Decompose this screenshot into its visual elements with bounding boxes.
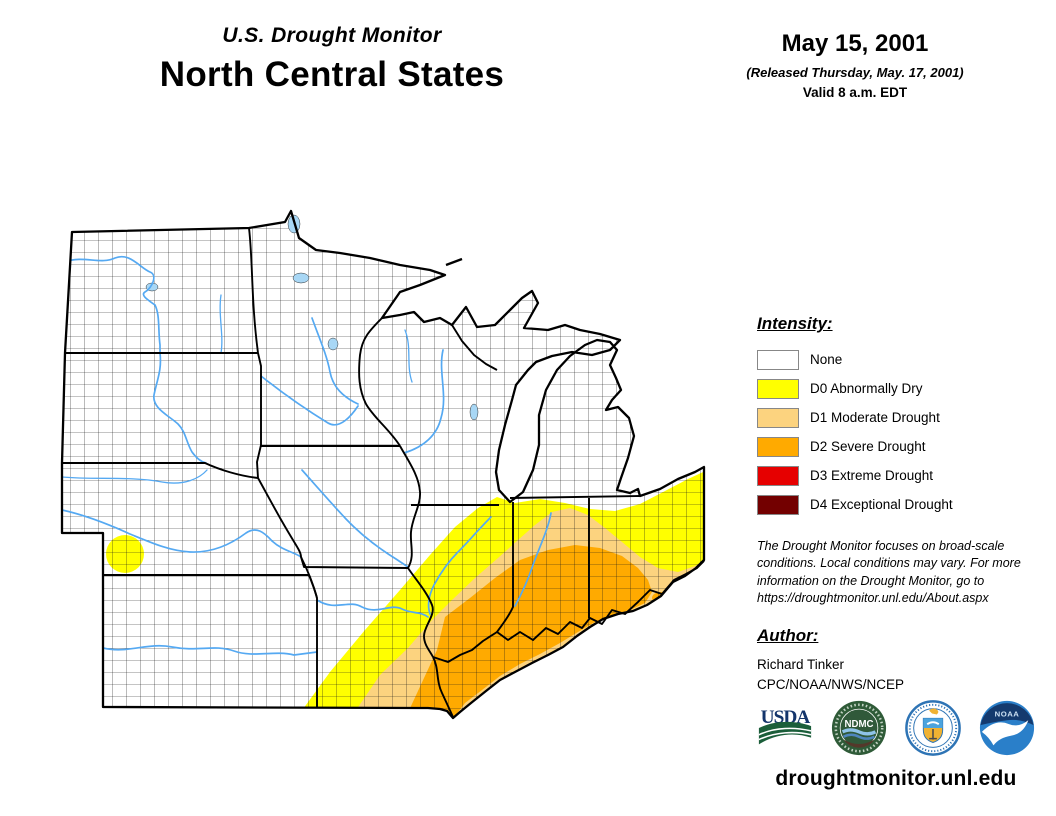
valid-time: Valid 8 a.m. EDT [802, 85, 908, 100]
legend-row-d4: D4 Exceptional Drought [757, 490, 953, 519]
report-supertitle: U.S. Drought Monitor [222, 24, 442, 47]
missouri-river-mo [316, 599, 429, 618]
legend-swatch-none [757, 349, 799, 370]
legend-label: D2 Severe Drought [810, 439, 926, 454]
noaa-logo-text: NOAA [995, 709, 1020, 718]
platte-river [62, 509, 302, 558]
legend-row-d3: D3 Extreme Drought [757, 461, 953, 490]
legend-swatch-d0 [757, 378, 799, 399]
agency-logos: USDA NDMC NOAA [756, 699, 1036, 757]
legend-heading: Intensity: [757, 314, 833, 333]
usda-logo: USDA [758, 707, 811, 745]
intensity-legend: Intensity: None D0 Abnormally Dry D1 Mod… [757, 314, 953, 519]
state-borders [62, 227, 705, 718]
author-heading: Author: [757, 626, 819, 645]
des-moines-river [301, 469, 409, 568]
minnesota-river [260, 375, 359, 426]
wabash-river [514, 512, 552, 607]
missouri-river [63, 255, 207, 464]
niobrara-river [62, 469, 208, 484]
legend-row-d0: D0 Abnormally Dry [757, 374, 953, 403]
author-block: Author: Richard Tinker CPC/NOAA/NWS/NCEP [757, 626, 904, 692]
legend-row-none: None [757, 345, 953, 374]
ndmc-logo: NDMC [831, 700, 887, 756]
map-date: May 15, 2001 [781, 30, 929, 57]
disclaimer-note: The Drought Monitor focuses on broad-sca… [757, 539, 1021, 605]
chippewa-river [404, 329, 413, 383]
isle-royale [445, 257, 463, 267]
wisconsin-river [403, 349, 445, 454]
page-title: North Central States [159, 55, 505, 94]
legend-label: D1 Moderate Drought [810, 410, 940, 425]
title-block: U.S. Drought Monitor North Central State… [58, 24, 606, 95]
commerce-seal-logo [905, 700, 961, 756]
kansas-river [102, 644, 318, 656]
noaa-logo: NOAA [979, 700, 1035, 756]
legend-label: None [810, 352, 843, 367]
rivers [62, 255, 552, 656]
mississippi-river-mn [311, 317, 359, 405]
released-date: (Released Thursday, May. 17, 2001) [746, 65, 964, 80]
legend-swatch-d3 [757, 465, 799, 486]
legend-row-d1: D1 Moderate Drought [757, 403, 953, 432]
author-org: CPC/NOAA/NWS/NCEP [757, 677, 905, 692]
ndmc-logo-text: NDMC [845, 719, 874, 730]
legend-label: D0 Abnormally Dry [810, 381, 923, 396]
legend-swatch-d2 [757, 436, 799, 457]
legend-swatch-d4 [757, 494, 799, 515]
legend-label: D4 Exceptional Drought [810, 497, 953, 512]
legend-row-d2: D2 Severe Drought [757, 432, 953, 461]
author-name: Richard Tinker [757, 657, 845, 672]
legend-label: D3 Extreme Drought [810, 468, 934, 483]
james-river [219, 294, 223, 354]
date-block: May 15, 2001 (Released Thursday, May. 17… [703, 30, 1007, 100]
legend-swatch-d1 [757, 407, 799, 428]
footer-url: droughtmonitor.unl.edu [775, 767, 1017, 790]
